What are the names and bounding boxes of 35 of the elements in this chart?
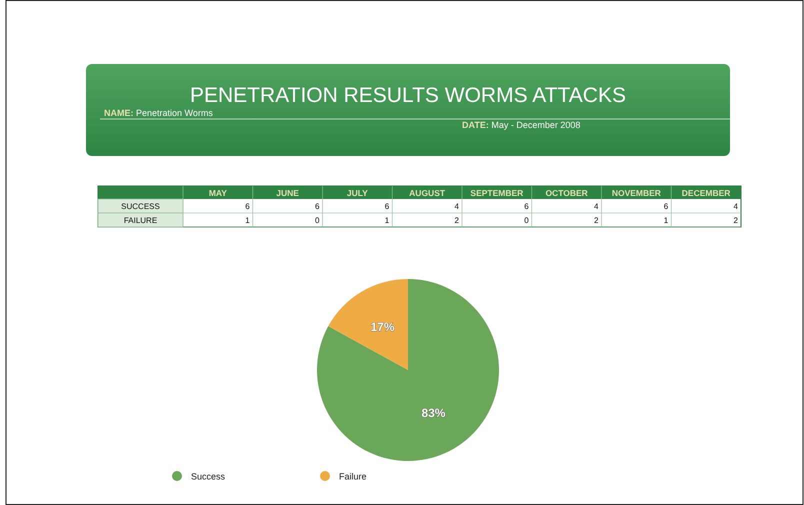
- data-label: 6: [664, 202, 669, 211]
- pie-slice: [317, 279, 499, 461]
- category-label: DECEMBER: [682, 188, 730, 198]
- series-label: SUCCESS: [121, 202, 160, 211]
- text: FAILURE: [124, 216, 158, 225]
- data-label: 0: [524, 216, 530, 225]
- category-label: AUGUST: [409, 188, 446, 198]
- text: NAME: Penetration Worms: [104, 108, 214, 118]
- category-label: OCTOBER: [545, 188, 588, 198]
- data-label: 2: [454, 216, 460, 225]
- data-label: 4: [594, 202, 600, 211]
- data-label: 1: [384, 216, 390, 225]
- category-label: JULY: [346, 188, 368, 198]
- data-label: 6: [384, 202, 390, 211]
- pie-slice: [328, 279, 408, 370]
- data-label: 17%: [370, 320, 395, 334]
- data-label: 1: [245, 216, 250, 225]
- data-label: 4: [454, 202, 460, 211]
- text: PENETRATION RESULTS WORMS ATTACKS: [190, 84, 626, 107]
- category-label: NOVEMBER: [612, 188, 661, 198]
- data-label: 0: [315, 216, 320, 225]
- data-label: 1: [664, 216, 669, 225]
- data-label: 6: [245, 202, 250, 211]
- legend-label: Failure: [339, 472, 367, 482]
- data-label: 6: [524, 202, 530, 211]
- data-label: 2: [594, 216, 600, 225]
- category-label: JUNE: [276, 188, 300, 198]
- data-label: 6: [315, 202, 320, 211]
- data-label: 83%: [421, 406, 446, 420]
- data-label: 4: [734, 202, 739, 211]
- legend-label: Success: [191, 472, 226, 482]
- text: DATE: May - December 2008: [462, 120, 580, 130]
- category-label: MAY: [208, 188, 228, 198]
- data-label: 2: [734, 216, 739, 225]
- category-label: SEPTEMBER: [470, 188, 524, 198]
